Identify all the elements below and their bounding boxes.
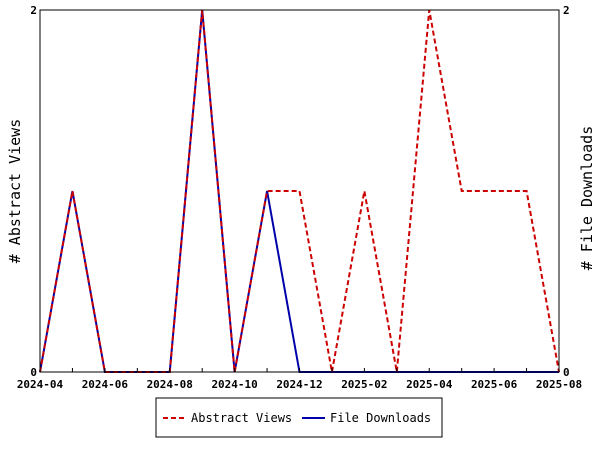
y-tick-label-right: 0: [563, 366, 570, 379]
x-tick-label: 2024-08: [147, 378, 193, 391]
legend-box: [155, 397, 443, 438]
series-layer: [39, 9, 560, 373]
x-tick-label: 2025-02: [341, 378, 387, 391]
x-tick-label: 2025-04: [406, 378, 453, 391]
x-axis-ticks: 2024-04 2024-06 2024-08 2024-10 2024-12 2025-…: [17, 368, 582, 391]
x-tick-label: 2024-06: [82, 378, 129, 391]
x-tick-label: 2024-12: [276, 378, 322, 391]
y-axis-ticks: 0 0 2 2: [30, 4, 569, 379]
y-axis-title-right: # File Downloads: [578, 126, 596, 271]
plot-area-frame: [39, 9, 560, 373]
legend-label-abstract-views: Abstract Views: [191, 411, 292, 425]
x-tick-label: 2024-04: [17, 378, 64, 391]
legend-label-file-downloads: File Downloads: [330, 411, 431, 425]
y-tick-label-left: 2: [30, 4, 37, 17]
legend: Abstract Views File Downloads: [155, 397, 443, 438]
x-tick-label: 2025-08: [536, 378, 582, 391]
x-tick-label: 2025-06: [471, 378, 518, 391]
y-tick-label-left: 0: [30, 366, 37, 379]
series-line-file-downloads: [39, 9, 559, 373]
y-axis-title-left: # Abstract Views: [6, 119, 24, 264]
x-tick-label: 2024-10: [211, 378, 257, 391]
y-tick-label-right: 2: [563, 4, 570, 17]
series-line-abstract-views: [39, 9, 560, 373]
